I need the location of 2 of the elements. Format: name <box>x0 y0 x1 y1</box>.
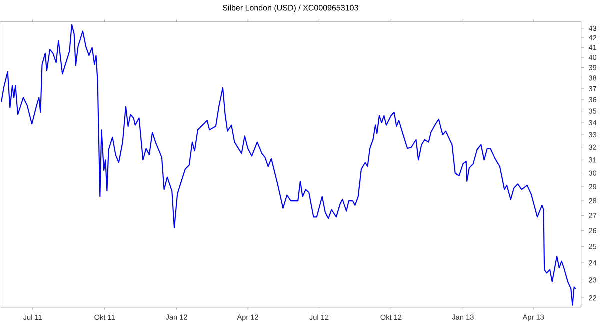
chart-title: Silber London (USD) / XC0009653103 <box>222 4 358 12</box>
line-series <box>1 24 576 306</box>
